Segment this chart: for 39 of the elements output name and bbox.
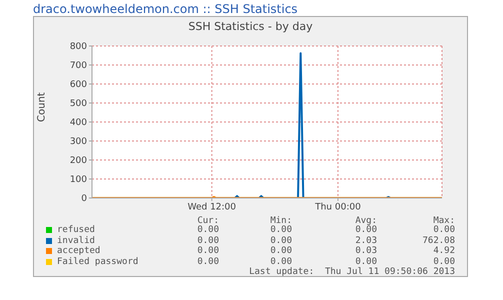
legend-label: invalid — [57, 236, 95, 246]
y-tick-label: 700 — [70, 61, 88, 72]
text: 762.08 — [421, 236, 455, 246]
text: 0.00 — [269, 246, 292, 256]
y-tick-label: 800 — [70, 42, 88, 52]
y-tick-label: 600 — [70, 80, 88, 90]
text: 0.00 — [269, 256, 292, 266]
text: Last update: Thu Jul 11 09:50:06 2013 — [248, 267, 455, 277]
text: Max: — [432, 216, 455, 226]
text: draco.twowheeldemon.com :: SSH Statistics — [33, 2, 298, 16]
text: 0.00 — [196, 246, 219, 256]
text: 2.03 — [354, 236, 377, 246]
x-tick-label: Wed 12:00 — [188, 202, 236, 212]
y-tick-label: 400 — [70, 118, 88, 128]
text: Avg: — [354, 216, 377, 226]
text: 0.00 — [354, 256, 377, 266]
text: 0.00 — [432, 256, 455, 266]
legend-label: accepted — [57, 246, 100, 256]
y-tick-label: 100 — [70, 175, 88, 186]
y-tick-label: 300 — [70, 137, 88, 148]
y-tick-label: 200 — [70, 156, 88, 166]
text: 0.00 — [269, 236, 292, 246]
text: 0.00 — [269, 225, 292, 235]
y-tick-label: 0 — [81, 194, 88, 204]
text: 0.00 — [196, 225, 219, 235]
text: Cur: — [196, 216, 219, 226]
legend-label: refused — [57, 225, 95, 235]
text: Min: — [269, 216, 292, 226]
text: 0.03 — [354, 246, 377, 256]
legend-label: Failed password — [57, 256, 138, 266]
text: 0.00 — [432, 225, 455, 235]
text: 4.92 — [432, 246, 455, 256]
x-tick-label: Thu 00:00 — [314, 202, 362, 212]
text: 0.00 — [196, 256, 219, 266]
text: 0.00 — [196, 236, 219, 246]
y-axis-title: Count — [36, 92, 48, 122]
text: 0.00 — [354, 225, 377, 235]
chart-title: SSH Statistics - by day — [187, 20, 314, 33]
y-tick-label: 500 — [70, 99, 88, 110]
